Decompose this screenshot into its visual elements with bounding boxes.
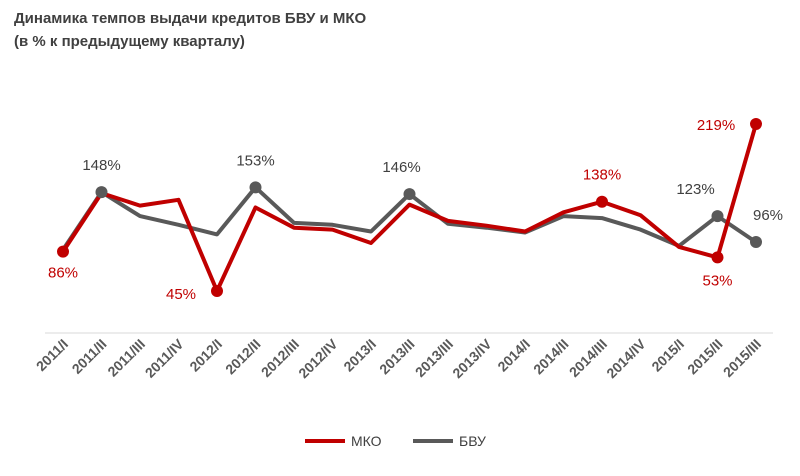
x-tick-label: 2014/II xyxy=(530,336,572,378)
data-label: 86% xyxy=(48,265,78,282)
x-tick-label: 2014/I xyxy=(494,336,533,375)
x-tick-label: 2015/I xyxy=(648,336,687,375)
x-tick-label: 2013/I xyxy=(340,336,379,375)
marker-mko-2 xyxy=(211,285,223,297)
x-tick-label: 2013/IV xyxy=(449,335,495,381)
x-tick-label: 2014/IV xyxy=(603,335,649,381)
x-tick-label: 2012/IV xyxy=(295,335,341,381)
data-label: 123% xyxy=(676,181,714,198)
chart-subtitle: (в % к предыдущему кварталу) xyxy=(14,33,245,50)
x-tick-label: 2012/II xyxy=(222,336,264,378)
legend-label-bvu: БВУ xyxy=(459,433,486,449)
x-tick-label: 2011/II xyxy=(69,336,110,377)
data-label: 138% xyxy=(583,167,621,184)
marker-bvu-4 xyxy=(403,188,416,201)
marker-mko-8 xyxy=(711,251,724,264)
series-line-mko xyxy=(61,122,758,293)
x-tick-label: 2014/III xyxy=(566,336,610,380)
x-tick-label: 2011/III xyxy=(104,336,148,380)
marker-mko-6 xyxy=(750,118,762,130)
x-tick-label: 2011/IV xyxy=(142,335,187,380)
legend-label-mko: МКО xyxy=(351,433,382,449)
data-label: 53% xyxy=(702,272,732,289)
marker-bvu-1 xyxy=(95,186,108,199)
x-tick-label: 2015/II xyxy=(684,336,726,378)
x-tick-label: 2013/II xyxy=(376,336,418,378)
legend: МКО БВУ xyxy=(305,433,486,449)
chart-title: Динамика темпов выдачи кредитов БВУ и МК… xyxy=(14,10,367,27)
marker-mko-0 xyxy=(57,245,69,258)
x-tick-label: 2015/III xyxy=(720,336,764,380)
x-tick-label: 2011/I xyxy=(33,336,71,374)
marker-bvu-3 xyxy=(249,181,262,194)
data-label: 45% xyxy=(166,286,196,303)
data-label: 219% xyxy=(697,117,735,134)
data-label: 146% xyxy=(382,159,420,176)
x-tick-label: 2012/I xyxy=(186,336,225,375)
x-tick-label: 2012/III xyxy=(258,336,302,380)
marker-mko-5 xyxy=(596,195,608,208)
data-label: 153% xyxy=(236,152,274,169)
x-tick-label: 2013/III xyxy=(412,336,456,380)
marker-bvu-9 xyxy=(750,236,762,249)
data-label: 148% xyxy=(82,157,120,174)
data-label: 96% xyxy=(753,207,783,224)
marker-bvu-7 xyxy=(711,210,724,223)
